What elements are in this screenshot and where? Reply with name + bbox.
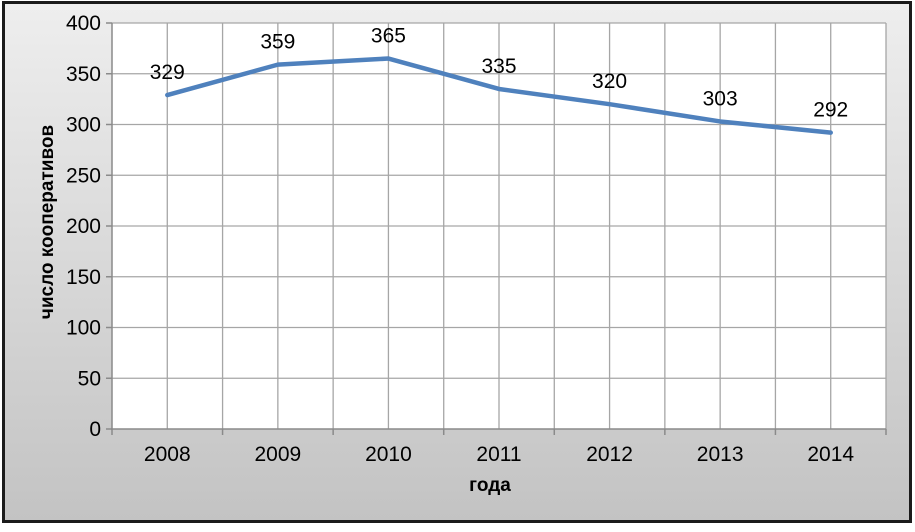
x-axis-title: года [469,475,511,496]
data-label: 365 [371,25,406,48]
y-axis-title: число кооперативов [37,124,58,320]
x-tick-label: 2014 [807,443,854,466]
y-tick-label: 150 [66,266,101,289]
data-label: 329 [150,61,185,84]
y-tick-labels: 0 50 100 150 200 250 300 350 400 [66,12,101,441]
data-label: 359 [260,31,295,54]
data-label: 303 [703,87,738,110]
line-chart-plot: 0 50 100 150 200 250 300 350 400 2008 2009 2010 2011… [66,12,887,466]
series-line [165,56,833,135]
data-label: 320 [592,70,627,93]
data-labels: 329 359 365 335 320 303 292 [150,25,848,122]
x-tick-labels: 2008 2009 2010 2011 2012 2013 2014 [144,443,854,466]
x-tick-label: 2013 [697,443,744,466]
data-label: 292 [813,99,848,122]
x-tick-label: 2010 [365,443,412,466]
x-tick-label: 2009 [254,443,301,466]
chart-frame: 0 50 100 150 200 250 300 350 400 2008 2009 2010 2011… [2,1,912,523]
axes [106,22,887,435]
data-label: 335 [481,55,516,78]
y-tick-label: 250 [66,164,101,187]
y-tick-label: 350 [66,63,101,86]
y-tick-label: 0 [89,418,101,441]
x-tick-label: 2012 [586,443,633,466]
y-tick-label: 200 [66,215,101,238]
y-tick-label: 100 [66,317,101,340]
y-tick-label: 50 [78,367,101,390]
x-tick-label: 2011 [476,443,521,466]
y-tick-label: 400 [66,12,101,35]
vertical-gridlines [166,23,887,429]
y-tick-label: 300 [66,114,101,137]
x-tick-label: 2008 [144,443,191,466]
